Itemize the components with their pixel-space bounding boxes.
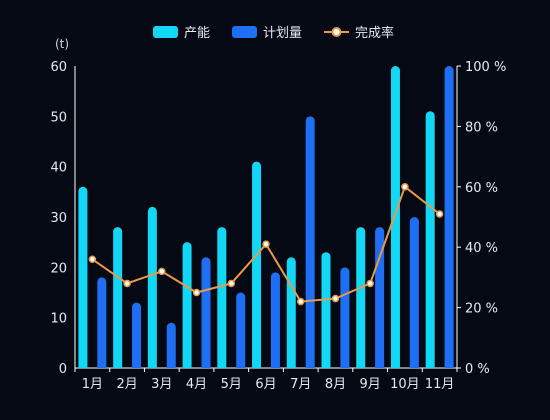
bar-planned <box>305 116 315 368</box>
x-tick-label: 6月 <box>255 377 276 392</box>
bars <box>78 66 454 369</box>
completion-rate-point <box>435 210 444 218</box>
y-left-tick-label: 0 <box>59 362 67 377</box>
bar-capacity <box>425 111 435 369</box>
completion-rate-point <box>192 288 201 297</box>
y-right-tick-label: 0 % <box>465 362 490 377</box>
x-tick-label: 10月 <box>390 377 420 392</box>
x-tick-label: 11月 <box>425 377 455 392</box>
bar-planned <box>166 322 176 368</box>
bar-capacity <box>390 66 400 368</box>
y-left-tick-label: 60 <box>50 60 67 75</box>
x-tick-label: 1月 <box>82 377 103 392</box>
bar-planned <box>340 267 350 368</box>
legend-label: 完成率 <box>355 25 394 41</box>
y-right-tick-label: 100 % <box>465 60 506 75</box>
bar-planned <box>409 217 419 368</box>
legend-swatch-1 <box>232 26 257 38</box>
completion-rate-point <box>227 279 236 288</box>
bar-capacity <box>182 242 192 368</box>
bar-capacity <box>147 206 157 368</box>
x-tick-label: 8月 <box>325 377 346 392</box>
legend-label: 产能 <box>184 26 210 41</box>
completion-rate-point <box>331 294 340 303</box>
bar-capacity <box>113 227 123 368</box>
bar-planned <box>444 66 454 368</box>
y-left-tick-label: 10 <box>50 312 67 327</box>
bar-capacity <box>217 227 227 368</box>
completion-rate-point <box>262 240 270 248</box>
completion-rate-point <box>401 183 409 191</box>
completion-rate-point <box>123 279 131 288</box>
bar-capacity <box>321 252 331 368</box>
x-tick-label: 3月 <box>151 377 172 392</box>
completion-rate-point <box>366 279 374 288</box>
bar-capacity <box>286 257 296 368</box>
x-tick-label: 2月 <box>116 377 137 392</box>
y-right-tick-label: 40 % <box>465 241 498 256</box>
legend-label: 计划量 <box>263 26 302 41</box>
bar-planned <box>236 292 246 368</box>
y-right-tick-label: 60 % <box>465 181 498 196</box>
completion-line <box>88 183 444 306</box>
x-tick-label: 7月 <box>290 377 311 392</box>
y-left-tick-label: 30 <box>50 211 67 226</box>
x-tick-label: 4月 <box>186 377 207 392</box>
tick-labels: 0 10 20 30 40 50 60 (t) 0 % 20 % 40 % 60 % 80 % 100 %… <box>50 37 506 392</box>
completion-rate-point <box>296 297 305 306</box>
bar-planned <box>97 277 107 368</box>
y-right-tick-label: 80 % <box>465 120 498 135</box>
bar-planned <box>132 302 142 368</box>
completion-rate-point <box>158 267 166 276</box>
legend: 产能 计划量 完成率 <box>153 25 394 41</box>
completion-rate-point <box>88 255 97 264</box>
y-left-tick-label: 50 <box>50 110 67 125</box>
legend-marker-2 <box>331 27 342 37</box>
legend-swatch-0 <box>153 26 178 38</box>
bar-capacity <box>78 186 88 368</box>
bar-planned <box>270 272 280 368</box>
bar-capacity <box>356 227 366 368</box>
y-left-tick-label: 20 <box>50 261 67 276</box>
x-tick-label: 9月 <box>360 377 381 392</box>
y-left-tick-label: 40 <box>50 161 67 176</box>
x-tick-label: 5月 <box>221 377 242 392</box>
y-left-unit-label: (t) <box>55 37 69 51</box>
y-right-tick-label: 20 % <box>465 302 498 317</box>
bar-planned <box>201 257 211 368</box>
bar-capacity <box>252 161 262 368</box>
